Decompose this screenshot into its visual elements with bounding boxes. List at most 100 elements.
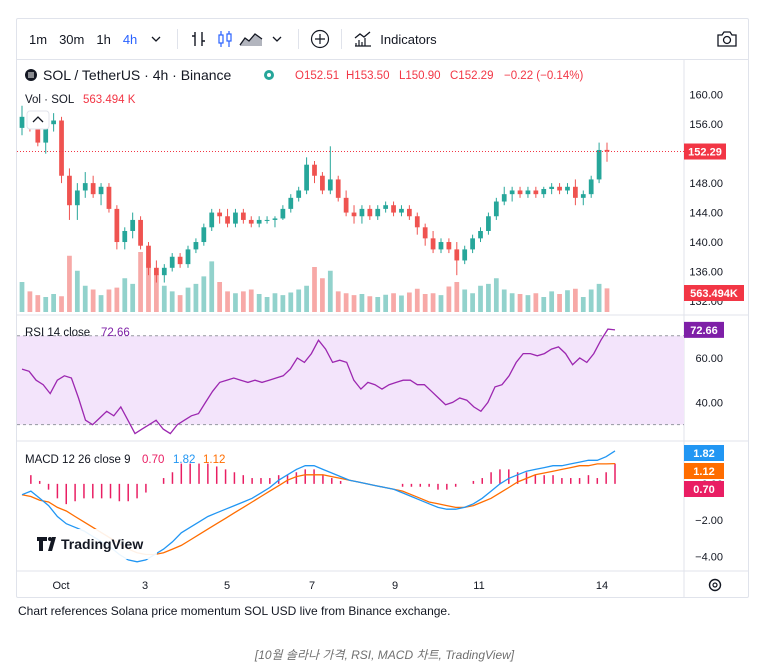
candle-body — [106, 186, 112, 209]
candle-body — [596, 149, 602, 180]
indicators-icon[interactable] — [350, 26, 376, 52]
timeframe-1m[interactable]: 1m — [29, 31, 48, 47]
volume-bar — [359, 294, 365, 312]
price-tick-label: 160.00 — [689, 90, 723, 102]
candle-body — [272, 218, 278, 220]
volume-bar — [588, 289, 594, 312]
macd-legend-line: 1.82 — [173, 454, 195, 466]
volume-bar — [335, 291, 341, 312]
price-badge — [684, 143, 726, 160]
rsi-legend-label[interactable]: RSI 14 close — [25, 327, 90, 339]
indicators-button[interactable]: Indicators — [380, 31, 437, 47]
price-tick-label: 156.00 — [689, 119, 723, 131]
candle-body — [359, 208, 365, 217]
volume-bar — [35, 295, 41, 312]
candle-body — [233, 212, 238, 224]
candle-body — [478, 230, 483, 239]
candle-body — [580, 194, 586, 198]
candlesticks — [19, 105, 610, 283]
compare-add-icon[interactable] — [307, 26, 333, 52]
volume-bar — [240, 291, 246, 312]
candle-body — [114, 208, 120, 243]
candle-body — [59, 120, 64, 176]
candle-body — [217, 212, 223, 217]
candle-body — [193, 242, 199, 250]
time-tick-label: 11 — [473, 580, 484, 592]
candle-body — [446, 242, 452, 250]
chevron-down-icon[interactable] — [143, 26, 169, 52]
timeframe-30m[interactable]: 30m — [59, 31, 85, 47]
toolbar: 1m 30m 1h 4h Indicators — [17, 19, 748, 60]
volume-bar — [541, 297, 547, 312]
volume-bar — [549, 291, 555, 312]
collapse-legend-button[interactable] — [26, 110, 50, 130]
volume-bar — [438, 295, 444, 312]
macd-badge-text: 1.12 — [693, 466, 714, 478]
candle-chart-type-icon[interactable] — [212, 26, 238, 52]
volume-bar — [169, 291, 175, 312]
candle-body — [414, 216, 420, 228]
candle-body — [225, 216, 230, 224]
chart-widget: 1m 30m 1h 4h Indicators — [16, 18, 749, 598]
timeframe-4h[interactable]: 4h — [122, 31, 138, 47]
volume-bar — [82, 285, 88, 312]
volume-bar — [74, 270, 80, 312]
candle-body — [565, 186, 570, 191]
rsi-badge-text: 72.66 — [690, 325, 718, 337]
volume-bar — [209, 261, 215, 312]
candle-body — [367, 208, 373, 217]
time-tick-label: Oct — [52, 580, 69, 592]
rsi-tick-label: 40.00 — [695, 397, 723, 409]
volume-bar — [509, 293, 515, 312]
volume-legend-label[interactable]: Vol · SOL — [25, 94, 75, 106]
gear-icon[interactable] — [708, 578, 722, 592]
macd-legend: MACD 12 26 close 9 0.70 1.82 1.12 — [25, 454, 225, 466]
symbol-title[interactable]: SOL / TetherUS · 4h · Binance — [43, 67, 232, 83]
macd-badge-text: 0.70 — [693, 484, 714, 496]
toolbar-divider — [341, 29, 343, 49]
timeframe-1h[interactable]: 1h — [96, 31, 111, 47]
volume-badge — [684, 285, 744, 301]
candle-body — [406, 208, 412, 217]
camera-icon[interactable] — [714, 26, 740, 52]
bar-chart-type-icon[interactable] — [186, 26, 212, 52]
volume-bar — [367, 296, 373, 312]
volume-legend-value: 563.494 K — [83, 94, 136, 106]
chart-canvas[interactable]: 160.00156.00152.00148.00144.00140.00136.… — [17, 60, 748, 597]
volume-bar — [248, 289, 254, 312]
volume-bar — [462, 289, 468, 312]
volume-bar — [414, 288, 420, 312]
macd-badge — [684, 445, 724, 461]
volume-bar — [478, 285, 483, 312]
volume-bar — [19, 282, 25, 312]
candle-body — [604, 149, 610, 152]
area-chart-type-icon[interactable] — [238, 26, 264, 52]
price-tick-label: 140.00 — [689, 237, 723, 249]
ohlc-close: C152.29 — [450, 70, 493, 82]
chevron-down-icon[interactable] — [264, 26, 290, 52]
volume-bar — [422, 294, 428, 312]
volume-bar — [256, 294, 262, 312]
volume-bar — [264, 297, 270, 312]
tradingview-logo-icon — [48, 537, 52, 541]
volume-legend: Vol · SOL 563.494 K — [25, 94, 136, 130]
volume-bar — [106, 289, 112, 312]
volume-bar — [383, 294, 389, 312]
sol-logo-icon — [28, 72, 34, 78]
candle-body — [201, 227, 207, 243]
macd-legend-label[interactable]: MACD 12 26 close 9 — [25, 454, 130, 466]
volume-bar — [114, 287, 120, 312]
candle-body — [320, 175, 325, 191]
volume-bar — [98, 295, 104, 312]
volume-bar — [122, 278, 128, 312]
tradingview-watermark[interactable]: TradingView — [29, 529, 157, 559]
candle-body — [82, 183, 88, 191]
volume-bar — [312, 267, 317, 312]
time-tick-label: 3 — [142, 580, 148, 592]
candle-body — [90, 183, 96, 195]
volume-bar — [193, 283, 199, 312]
volume-bar — [501, 289, 507, 312]
price-change: −0.22 (−0.14%) — [504, 70, 583, 82]
volume-bar — [446, 286, 452, 312]
candle-body — [335, 179, 341, 198]
